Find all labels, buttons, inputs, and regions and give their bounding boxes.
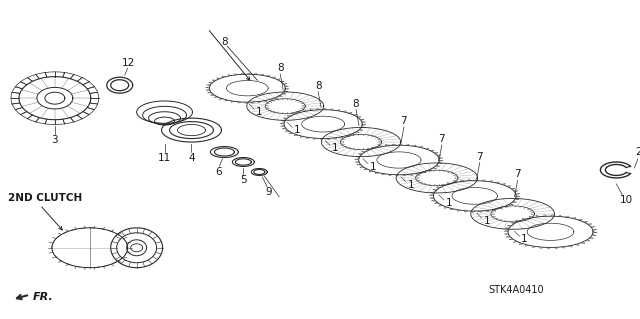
Text: 9: 9 — [265, 187, 271, 197]
Text: 8: 8 — [277, 63, 284, 73]
Text: 7: 7 — [401, 116, 407, 126]
Text: FR.: FR. — [33, 292, 54, 302]
Text: 1: 1 — [483, 216, 490, 226]
Text: 7: 7 — [515, 169, 521, 180]
Text: 2: 2 — [635, 147, 640, 157]
Text: 1: 1 — [294, 125, 301, 135]
Text: 10: 10 — [620, 195, 633, 205]
Text: 4: 4 — [188, 153, 195, 163]
Text: 3: 3 — [52, 135, 58, 145]
Text: 1: 1 — [370, 162, 376, 172]
Text: STK4A0410: STK4A0410 — [489, 285, 544, 295]
Text: 1: 1 — [408, 180, 414, 190]
Text: 12: 12 — [122, 58, 135, 68]
Text: 8: 8 — [315, 81, 321, 91]
Text: 7: 7 — [438, 134, 445, 144]
Text: 6: 6 — [215, 167, 221, 177]
Text: 5: 5 — [240, 175, 246, 185]
Text: 1: 1 — [332, 144, 339, 153]
Text: 7: 7 — [476, 152, 483, 162]
Text: 11: 11 — [158, 153, 171, 163]
Text: 1: 1 — [256, 107, 262, 117]
Text: 8: 8 — [353, 99, 359, 108]
Text: 1: 1 — [522, 234, 528, 244]
Text: 2ND CLUTCH: 2ND CLUTCH — [8, 193, 82, 203]
Text: 8: 8 — [221, 37, 228, 47]
Text: 1: 1 — [445, 198, 452, 208]
